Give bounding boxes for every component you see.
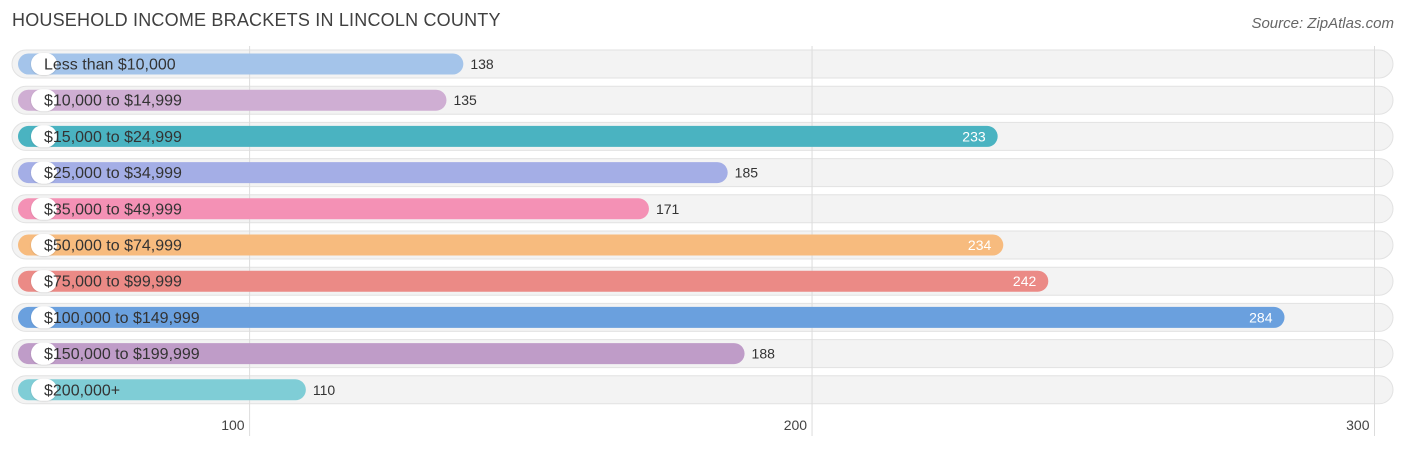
bar (18, 53, 464, 75)
x-axis-ticks: 100 200 300 (221, 417, 1369, 433)
category-label: $100,000 to $149,999 (44, 310, 200, 327)
value-label: 110 (313, 382, 336, 398)
chart-title: HOUSEHOLD INCOME BRACKETS IN LINCOLN COU… (12, 10, 501, 30)
bar (18, 234, 1004, 256)
value-label: 135 (453, 92, 477, 108)
category-pill (31, 161, 57, 184)
value-label: 234 (968, 237, 992, 253)
row-track (11, 375, 1394, 405)
category-label: $75,000 to $99,999 (44, 274, 182, 291)
category-label: $35,000 to $49,999 (44, 201, 182, 218)
category-label: $50,000 to $74,999 (44, 238, 182, 255)
category-label: $150,000 to $199,999 (44, 346, 200, 363)
value-label: 284 (1249, 309, 1273, 325)
bar (18, 198, 649, 220)
category-label: $10,000 to $14,999 (44, 93, 182, 110)
value-label: 171 (656, 201, 680, 217)
category-pill (31, 342, 57, 365)
category-label: $15,000 to $24,999 (44, 129, 182, 146)
value-label: 185 (735, 165, 759, 181)
value-label: 233 (962, 128, 986, 144)
bars: Less than $10,000 138 $10,000 to $14,999 13… (18, 53, 1285, 401)
x-tick-label: 200 (784, 417, 808, 433)
category-pill (31, 53, 57, 75)
bar (18, 306, 1285, 328)
category-pill (31, 306, 57, 329)
category-label: Less than $10,000 (44, 57, 176, 74)
chart-source: Source: ZipAtlas.com (1251, 15, 1394, 32)
category-pill (31, 234, 57, 256)
value-label: 188 (752, 346, 776, 362)
category-pill (31, 89, 57, 112)
bar (18, 89, 447, 111)
bar (18, 270, 1049, 292)
value-label: 138 (470, 56, 494, 72)
category-pill (31, 378, 57, 401)
x-tick-label: 300 (1346, 417, 1370, 433)
bar (18, 125, 998, 147)
category-pill (31, 125, 57, 148)
bar (18, 162, 728, 184)
category-pill (31, 270, 57, 293)
category-label: $25,000 to $34,999 (44, 165, 182, 182)
value-label: 242 (1013, 273, 1037, 289)
x-tick-label: 100 (221, 417, 245, 433)
category-label: $200,000+ (44, 382, 120, 399)
bar (18, 343, 745, 365)
category-pill (31, 197, 57, 220)
bar (18, 379, 306, 401)
